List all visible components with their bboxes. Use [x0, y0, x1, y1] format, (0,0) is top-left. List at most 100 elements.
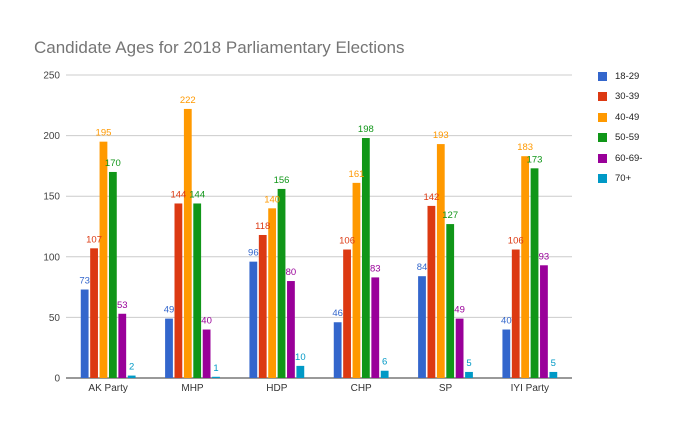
bar-iyi-party-70+ — [549, 371, 558, 378]
data-label: 80 — [286, 267, 297, 278]
bar-sp-70+ — [465, 371, 473, 378]
bar-hdp-70+ — [296, 365, 305, 378]
legend-item: 30-39 — [598, 87, 642, 108]
data-label: 156 — [274, 175, 290, 186]
legend-item: 60-69- — [598, 148, 642, 169]
bars — [80, 108, 558, 378]
data-label: 127 — [442, 210, 458, 221]
bar-chp-18-29 — [333, 322, 342, 378]
data-label: 118 — [255, 221, 270, 232]
bar-iyi-party-18-29 — [502, 329, 511, 378]
legend-swatch — [598, 153, 607, 163]
y-tick-label: 200 — [43, 131, 60, 142]
y-tick-label: 50 — [49, 313, 61, 324]
data-label: 49 — [454, 305, 465, 316]
bar-ak-party-18-29 — [80, 289, 89, 378]
y-tick-label: 150 — [43, 192, 60, 203]
legend: 18-29 30-39 40-49 50-59 60-69- 70+ — [598, 66, 642, 189]
data-label: 106 — [508, 236, 524, 247]
bar-mhp-50-59 — [193, 203, 202, 378]
data-label: 10 — [295, 352, 306, 363]
data-label: 183 — [517, 142, 533, 153]
data-label: 53 — [117, 300, 128, 311]
bar-ak-party-50-59 — [108, 171, 117, 378]
y-tick-label: 250 — [43, 71, 60, 82]
data-label: 2 — [129, 362, 134, 373]
bar-ak-party-70+ — [127, 375, 136, 378]
data-label: 106 — [339, 236, 355, 247]
data-label: 144 — [189, 189, 205, 200]
legend-label: 60-69- — [615, 152, 643, 164]
bar-chp-50-59 — [361, 138, 370, 378]
data-label: 195 — [96, 128, 112, 139]
bar-sp-18-29 — [418, 276, 426, 378]
legend-item: 50-59 — [598, 128, 642, 149]
bar-mhp-40-49 — [183, 108, 192, 378]
legend-label: 30-39 — [615, 91, 640, 103]
bar-sp-60-69- — [455, 318, 464, 378]
x-tick-label: CHP — [351, 383, 372, 394]
data-label: 40 — [201, 316, 212, 327]
data-label: 170 — [105, 158, 121, 169]
bar-iyi-party-40-49 — [521, 156, 530, 378]
bar-hdp-40-49 — [268, 208, 277, 378]
data-labels: 73 107 195 170 53 2 49 144 222 144 40 1 96 118 140 156 8… — [79, 95, 556, 374]
data-label: 5 — [466, 358, 471, 369]
legend-label: 70+ — [615, 173, 632, 185]
x-tick-label: HDP — [266, 383, 287, 394]
bar-chp-40-49 — [352, 182, 361, 378]
chart-title: Candidate Ages for 2018 Parliamentary El… — [34, 38, 405, 57]
y-tick-label: 0 — [54, 374, 60, 385]
bar-ak-party-40-49 — [99, 141, 108, 378]
bar-iyi-party-50-59 — [530, 168, 539, 378]
bar-chp-60-69- — [371, 277, 380, 378]
legend-label: 18-29 — [615, 70, 640, 82]
bar-hdp-18-29 — [249, 261, 258, 378]
legend-item: 70+ — [598, 169, 642, 190]
x-axis-labels: AK Party MHP HDP CHP SP IYI Party — [88, 383, 549, 394]
data-label: 84 — [417, 262, 428, 273]
data-label: 83 — [370, 263, 381, 274]
x-tick-label: AK Party — [88, 383, 127, 394]
legend-item: 18-29 — [598, 66, 642, 87]
bar-mhp-30-39 — [174, 203, 183, 378]
data-label: 107 — [86, 234, 102, 245]
bar-iyi-party-30-39 — [511, 249, 520, 378]
legend-swatch — [598, 133, 607, 143]
data-label: 5 — [551, 358, 556, 369]
x-tick-label: IYI Party — [511, 383, 549, 394]
data-label: 173 — [527, 154, 543, 165]
x-tick-label: SP — [439, 383, 453, 394]
bar-hdp-50-59 — [277, 188, 286, 378]
legend-label: 50-59 — [615, 132, 640, 144]
bar-iyi-party-60-69- — [540, 265, 548, 378]
data-label: 144 — [170, 189, 186, 200]
x-tick-label: MHP — [181, 383, 204, 394]
data-label: 198 — [358, 124, 374, 135]
bar-chp-30-39 — [343, 249, 351, 378]
data-label: 93 — [539, 251, 550, 262]
data-label: 96 — [248, 248, 259, 259]
legend-swatch — [598, 174, 607, 184]
legend-label: 40-49 — [615, 111, 640, 123]
data-label: 46 — [332, 308, 343, 319]
data-label: 49 — [164, 305, 175, 316]
y-axis-ticks: 0 50 100 150 200 250 — [43, 71, 60, 385]
data-label: 6 — [382, 357, 387, 368]
bar-ak-party-60-69- — [118, 313, 127, 378]
data-label: 140 — [264, 194, 280, 205]
bar-sp-30-39 — [427, 205, 436, 378]
legend-swatch — [598, 92, 607, 102]
data-label: 142 — [423, 192, 439, 203]
bar-mhp-60-69- — [202, 329, 211, 378]
data-label: 73 — [79, 276, 90, 287]
bar-chp-70+ — [380, 370, 389, 378]
bar-hdp-30-39 — [258, 234, 267, 378]
legend-item: 40-49 — [598, 107, 642, 128]
legend-swatch — [598, 112, 607, 122]
data-label: 193 — [433, 130, 449, 141]
bar-ak-party-30-39 — [90, 248, 98, 378]
data-label: 222 — [180, 95, 196, 106]
bar-sp-40-49 — [436, 144, 445, 378]
